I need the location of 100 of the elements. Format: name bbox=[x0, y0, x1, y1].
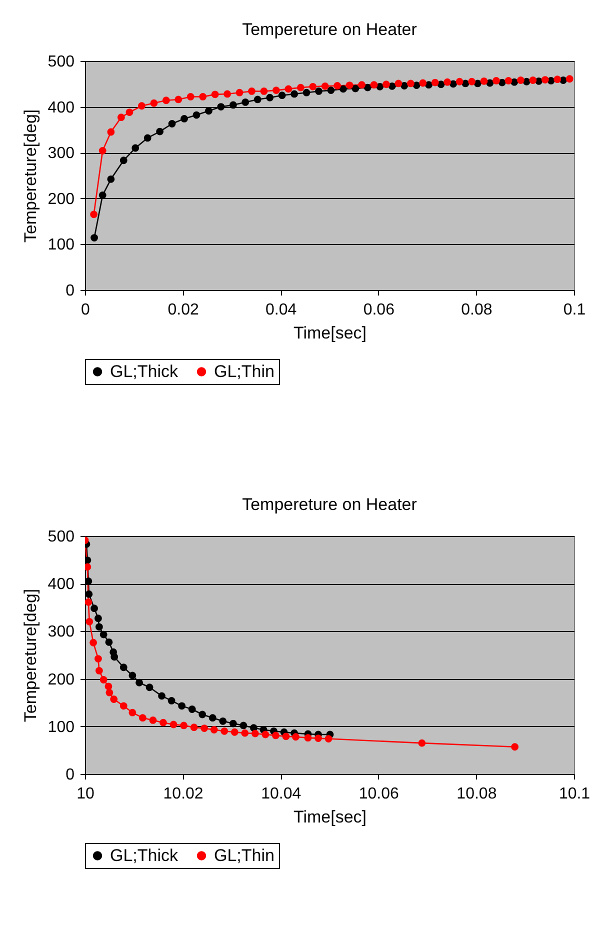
point bbox=[468, 78, 476, 86]
point bbox=[85, 598, 92, 606]
point bbox=[85, 563, 92, 571]
point bbox=[554, 76, 562, 84]
y-tick-label: 200 bbox=[48, 671, 75, 688]
point bbox=[132, 144, 140, 152]
point bbox=[90, 234, 98, 242]
y-tick-label: 500 bbox=[48, 54, 75, 70]
point bbox=[456, 78, 464, 86]
chart-title: Tempereture on Heater bbox=[242, 20, 418, 39]
point bbox=[304, 734, 312, 742]
point bbox=[296, 84, 304, 92]
point bbox=[419, 79, 427, 87]
point bbox=[324, 735, 332, 742]
point bbox=[352, 84, 360, 92]
point bbox=[162, 96, 170, 104]
point bbox=[388, 82, 396, 90]
point bbox=[158, 692, 166, 700]
legend-label: GL;Thick bbox=[110, 846, 179, 865]
y-tick-label: 500 bbox=[48, 528, 75, 546]
point bbox=[138, 714, 146, 722]
point bbox=[156, 128, 164, 136]
point bbox=[188, 706, 196, 713]
point bbox=[90, 604, 98, 612]
point bbox=[186, 93, 194, 100]
point bbox=[406, 80, 414, 88]
point bbox=[224, 90, 232, 98]
point bbox=[170, 720, 178, 728]
point bbox=[240, 722, 248, 730]
y-tick-label: 200 bbox=[48, 190, 75, 208]
point bbox=[210, 726, 218, 734]
point bbox=[199, 93, 207, 100]
point bbox=[541, 76, 549, 84]
point bbox=[394, 80, 402, 88]
y-tick-label: 400 bbox=[48, 576, 75, 594]
point bbox=[262, 730, 270, 738]
point bbox=[282, 732, 290, 740]
point bbox=[266, 94, 274, 102]
point bbox=[200, 724, 208, 732]
point bbox=[168, 696, 176, 704]
point bbox=[251, 730, 259, 738]
point bbox=[104, 682, 112, 690]
point bbox=[382, 80, 390, 88]
x-tick-label: 10.06 bbox=[358, 786, 400, 802]
point bbox=[120, 156, 128, 164]
legend-label: GL;Thin bbox=[214, 362, 274, 381]
y-tick-label: 300 bbox=[48, 145, 75, 162]
point bbox=[117, 114, 125, 122]
point bbox=[149, 716, 157, 724]
point bbox=[431, 78, 439, 86]
point bbox=[321, 82, 329, 90]
point bbox=[292, 733, 300, 741]
point bbox=[138, 102, 146, 110]
point bbox=[110, 696, 118, 703]
point bbox=[364, 84, 372, 92]
point bbox=[95, 623, 103, 631]
point bbox=[120, 702, 128, 710]
point bbox=[85, 590, 93, 598]
x-axis-title: Time[sec] bbox=[293, 324, 367, 342]
point bbox=[107, 128, 115, 136]
x-tick-label: 10 bbox=[76, 786, 94, 802]
point bbox=[110, 653, 118, 661]
point bbox=[220, 727, 228, 735]
point bbox=[136, 678, 143, 686]
y-tick-label: 100 bbox=[48, 236, 75, 254]
point bbox=[370, 81, 378, 89]
point bbox=[236, 88, 244, 96]
point bbox=[529, 76, 537, 84]
point bbox=[254, 96, 262, 104]
point bbox=[248, 88, 256, 95]
point bbox=[205, 107, 212, 115]
point bbox=[272, 86, 280, 94]
point bbox=[504, 76, 512, 84]
point bbox=[358, 81, 366, 89]
point bbox=[98, 191, 106, 199]
point bbox=[219, 717, 227, 725]
point bbox=[180, 115, 188, 122]
point bbox=[168, 120, 176, 128]
point bbox=[190, 724, 198, 732]
x-tick-label: 0.04 bbox=[266, 302, 297, 318]
point bbox=[229, 101, 237, 109]
point bbox=[85, 556, 92, 564]
x-tick-label: 0.06 bbox=[363, 302, 395, 318]
point bbox=[94, 655, 102, 663]
point bbox=[178, 702, 186, 710]
point bbox=[339, 85, 347, 93]
point bbox=[126, 108, 134, 116]
point bbox=[511, 743, 519, 751]
point bbox=[290, 90, 298, 98]
y-axis-title: Tempereture[deg] bbox=[20, 588, 40, 722]
y-tick-label: 100 bbox=[48, 718, 75, 736]
point bbox=[217, 103, 225, 110]
point bbox=[208, 714, 216, 722]
point bbox=[128, 708, 136, 716]
y-tick-label: 0 bbox=[66, 766, 75, 784]
point bbox=[144, 134, 152, 142]
point bbox=[272, 732, 280, 740]
point bbox=[284, 85, 292, 93]
point bbox=[516, 76, 524, 84]
point bbox=[95, 667, 103, 674]
